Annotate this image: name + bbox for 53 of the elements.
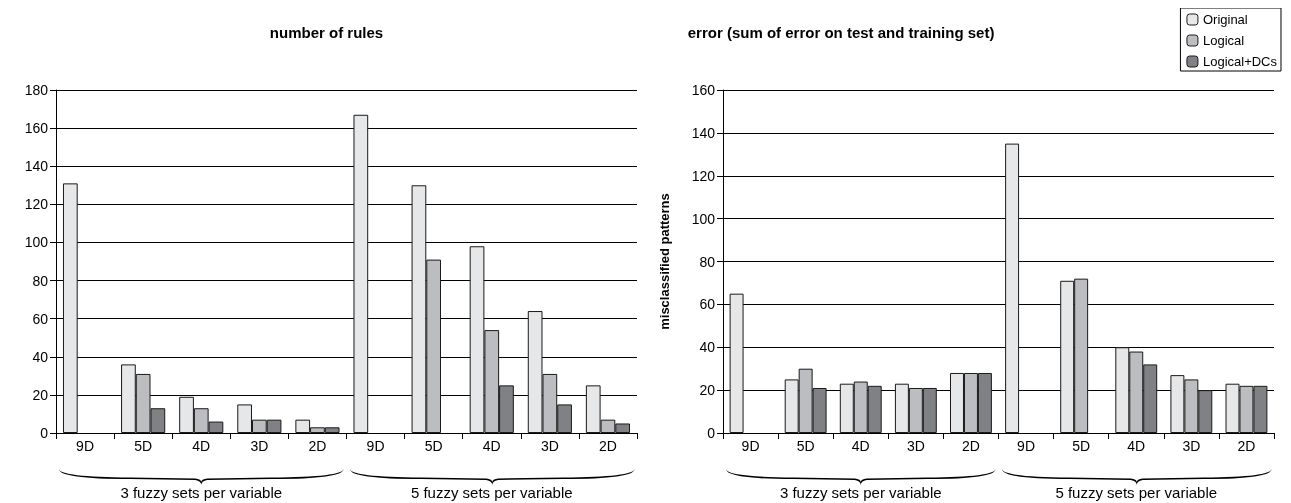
x-tick-label: 9D	[741, 438, 760, 454]
y-tick-label: 160	[24, 120, 49, 137]
text: 3 fuzzy sets per variable	[119, 484, 284, 501]
x-tick-label: 2D	[962, 438, 980, 454]
y-tick-label: 0	[40, 425, 49, 441]
y-tick-label: 0	[707, 425, 716, 441]
x-tick-label: 9D	[1017, 438, 1035, 454]
x-tick-label: 4D	[851, 438, 870, 454]
text: 3 fuzzy sets per variable	[778, 484, 943, 501]
x-tick-label: 9D	[76, 438, 94, 454]
x-tick-label: 5D	[134, 438, 153, 454]
x-tick-label: 3D	[1182, 438, 1201, 454]
x-tick-label: 5D	[424, 438, 443, 454]
legend-label: Original	[1202, 12, 1248, 27]
y-tick-label: 140	[691, 124, 716, 141]
bar	[729, 293, 744, 433]
x-tick-label: 4D	[192, 438, 211, 454]
y-tick-label: 80	[699, 253, 716, 270]
bar	[353, 114, 369, 433]
x-tick-label: 3D	[250, 438, 269, 454]
x-tick-label: 2D	[599, 438, 617, 454]
x-tick-label: 9D	[366, 438, 385, 454]
x-tick-label: 4D	[1127, 438, 1146, 454]
y-tick-label: 80	[32, 272, 49, 289]
chart-title: error (sum of error on test and training set)	[687, 24, 995, 41]
y-tick-label: 180	[24, 82, 49, 98]
y-axis-title: misclassified patterns	[657, 193, 672, 330]
y-tick-label: 100	[24, 234, 49, 251]
x-tick-label: 5D	[796, 438, 815, 454]
legend-label: Logical+DCs	[1202, 54, 1278, 69]
y-tick-label: 60	[32, 310, 49, 327]
y-tick-label: 40	[699, 339, 716, 356]
bar	[62, 183, 78, 433]
x-tick-label: 5D	[1072, 438, 1091, 454]
x-tick-label: 3D	[540, 438, 559, 454]
y-tick-label: 100	[691, 210, 716, 227]
y-tick-label: 20	[32, 386, 49, 403]
text: 5 fuzzy sets per variable	[409, 484, 574, 501]
y-tick-label: 120	[24, 196, 49, 213]
y-tick-label: 40	[32, 348, 49, 365]
y-tick-label: 160	[691, 82, 716, 98]
x-tick-label: 2D	[308, 438, 327, 454]
chart-title: number of rules	[269, 24, 384, 41]
y-tick-label: 140	[24, 158, 49, 175]
legend-label: Logical	[1202, 33, 1245, 48]
y-tick-label: 60	[699, 296, 716, 313]
x-tick-label: 2D	[1237, 438, 1256, 454]
y-tick-label: 120	[691, 167, 716, 184]
bar	[1005, 143, 1020, 433]
x-tick-label: 3D	[906, 438, 925, 454]
text: 5 fuzzy sets per variable	[1054, 484, 1219, 501]
y-tick-label: 20	[699, 382, 716, 399]
x-tick-label: 4D	[482, 438, 501, 454]
